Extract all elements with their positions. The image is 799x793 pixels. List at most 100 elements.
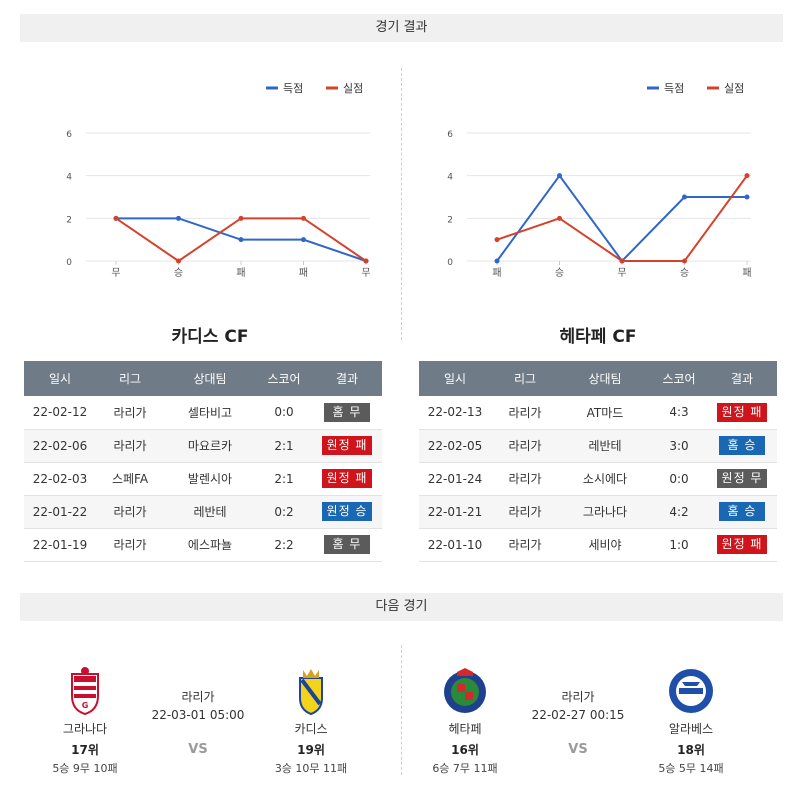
svg-text:G: G (82, 701, 89, 710)
team-rank: 19위 (297, 743, 325, 757)
cell-opponent: 셀타비고 (164, 396, 256, 430)
header-date: 일시 (419, 361, 491, 396)
cell-result: 원정 패 (312, 462, 382, 496)
cell-league: 라리가 (491, 495, 559, 529)
table-header-row: 일시 리그 상대팀 스코어 결과 (419, 361, 777, 396)
cell-opponent: 에스파뇰 (164, 528, 256, 562)
cell-score: 4:3 (651, 396, 707, 430)
cell-league: 라리가 (96, 495, 164, 529)
y-tick-label: 2 (447, 215, 453, 225)
team-name: 카디스 (294, 722, 328, 736)
cell-result: 원정 승 (312, 495, 382, 529)
y-tick-label: 6 (66, 130, 72, 140)
alaves-crest-icon (669, 669, 713, 713)
cell-date: 22-02-12 (24, 396, 96, 430)
team-record: 6승 7무 11패 (432, 762, 498, 775)
cell-date: 22-02-03 (24, 462, 96, 496)
data-point (238, 237, 244, 243)
table-header-row: 일시 리그 상대팀 스코어 결과 (24, 361, 382, 396)
home-team: 헤타페 16위 6승 7무 11패 (410, 660, 520, 776)
header-result: 결과 (312, 361, 382, 396)
table-row: 22-01-19 라리가 에스파뇰 2:2 홈 무 (24, 528, 382, 562)
cell-opponent: 세비야 (559, 528, 651, 562)
home-team: G 그라나다 17위 5승 9무 10패 (30, 660, 140, 776)
table-row: 22-02-05 라리가 레반테 3:0 홈 승 (419, 429, 777, 463)
team-record: 5승 5무 14패 (658, 762, 724, 775)
y-tick-label: 6 (447, 130, 453, 140)
chart-getafe-recent: 0 2 4 6 패 승 무 승 패 득점 실점 (421, 70, 781, 285)
y-tick-label: 0 (66, 258, 72, 268)
cell-opponent: 마요르카 (164, 429, 256, 463)
cell-league: 라리가 (96, 396, 164, 430)
cell-result: 홈 승 (707, 495, 777, 529)
data-point (619, 258, 625, 264)
team-rank: 16위 (451, 743, 479, 757)
chart-svg-getafe: 0 2 4 6 패 승 무 승 패 득점 실점 (447, 82, 751, 279)
header-league: 리그 (491, 361, 559, 396)
legend-label: 실점 (724, 82, 744, 95)
legend-label: 득점 (664, 82, 684, 95)
cell-league: 라리가 (491, 462, 559, 496)
getafe-crest-icon (444, 668, 486, 713)
team-name: 헤타페 (448, 722, 482, 736)
data-point (744, 173, 750, 179)
cell-league: 라리가 (491, 429, 559, 463)
result-badge: 원정 무 (716, 469, 768, 488)
column-divider (401, 68, 402, 340)
match-league: 라리가 (181, 690, 215, 704)
cell-date: 22-01-24 (419, 462, 491, 496)
y-tick-label: 2 (66, 215, 72, 225)
cell-league: 스페FA (96, 462, 164, 496)
result-badge: 원정 승 (321, 502, 373, 521)
team-rank: 18위 (677, 743, 705, 757)
result-badge: 홈 승 (719, 436, 765, 455)
team-name: 알라베스 (668, 722, 714, 736)
cell-opponent: 그라나다 (559, 495, 651, 529)
cell-score: 3:0 (651, 429, 707, 463)
result-badge: 원정 패 (716, 535, 768, 554)
match-time: 22-02-27 00:15 (531, 708, 625, 722)
table-row: 22-02-03 스페FA 발렌시아 2:1 원정 패 (24, 462, 382, 496)
match-info: 라리가 22-02-27 00:15 VS (520, 688, 636, 757)
legend-label: 득점 (283, 82, 303, 95)
cell-result: 원정 패 (707, 396, 777, 430)
away-team: 카디스 19위 3승 10무 11패 (256, 660, 366, 776)
section-title-next-match: 다음 경기 (20, 593, 783, 621)
vs-label: VS (568, 742, 588, 757)
data-point (113, 215, 119, 221)
table-row: 22-01-22 라리가 레반테 0:2 원정 승 (24, 495, 382, 529)
chart-svg-cadiz: 0 2 4 6 무 승 패 패 무 득점 실점 (66, 82, 370, 279)
result-badge: 원정 패 (321, 469, 373, 488)
data-point (557, 173, 562, 179)
header-result: 결과 (707, 361, 777, 396)
x-tick-label: 패 (236, 267, 245, 279)
cadiz-crest-icon (299, 669, 323, 716)
data-point (176, 258, 181, 264)
cell-date: 22-01-10 (419, 528, 491, 562)
vs-label: VS (188, 742, 208, 757)
cell-opponent: AT마드 (559, 396, 651, 430)
cell-score: 0:0 (651, 462, 707, 496)
table-row: 22-02-12 라리가 셀타비고 0:0 홈 무 (24, 396, 382, 430)
result-badge: 원정 패 (716, 402, 768, 422)
data-point (176, 215, 181, 221)
cell-score: 0:0 (256, 396, 312, 430)
data-point (301, 215, 306, 221)
granada-crest-icon: G (71, 667, 99, 716)
y-tick-label: 0 (447, 258, 453, 268)
cell-opponent: 레반테 (559, 429, 651, 463)
table-row: 22-02-06 라리가 마요르카 2:1 원정 패 (24, 429, 382, 463)
cell-league: 라리가 (96, 429, 164, 463)
match-time: 22-03-01 05:00 (151, 708, 245, 722)
table-row: 22-01-24 라리가 소시에다 0:0 원정 무 (419, 462, 777, 496)
header-score: 스코어 (651, 361, 707, 396)
cell-score: 4:2 (651, 495, 707, 529)
y-tick-label: 4 (447, 173, 453, 183)
team-title-cadiz: 카디스 CF (171, 327, 249, 347)
header-score: 스코어 (256, 361, 312, 396)
match-info: 라리가 22-03-01 05:00 VS (140, 688, 256, 757)
cell-date: 22-02-06 (24, 429, 96, 463)
team-record: 5승 9무 10패 (52, 762, 118, 775)
cell-league: 라리가 (96, 528, 164, 562)
